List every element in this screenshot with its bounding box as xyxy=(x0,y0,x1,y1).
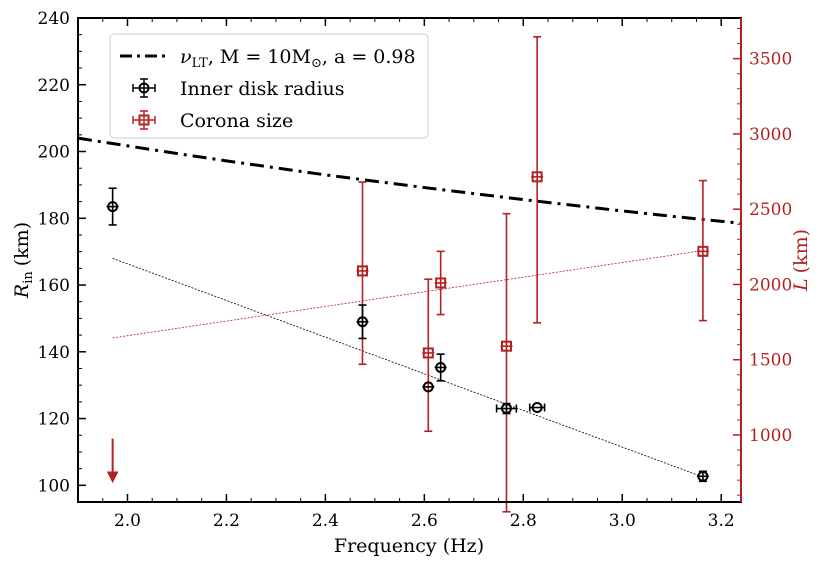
inner-disk-marker xyxy=(422,381,434,393)
left-tick-label: 180 xyxy=(38,209,70,229)
left-tick-label: 240 xyxy=(38,9,70,29)
inner-disk-marker xyxy=(435,361,447,373)
corona-marker xyxy=(435,277,447,289)
legend-square-swatch xyxy=(132,110,156,130)
inner-disk-fit-line xyxy=(112,257,704,478)
right-tick-label: 1500 xyxy=(749,351,792,371)
legend-label-nu-lt: νLT, M = 10M⊙, a = 0.98 xyxy=(180,46,416,71)
x-tick-label: 3.2 xyxy=(708,511,735,531)
right-axis-title-main: L xyxy=(790,278,812,292)
legend-circle-swatch xyxy=(132,78,156,98)
nu-lt-curve xyxy=(77,136,742,225)
x-tick-label: 2.0 xyxy=(114,511,141,531)
right-tick-label: 3500 xyxy=(749,50,792,70)
inner-disk-marker xyxy=(531,402,543,414)
left-axis-title: Rin (km) xyxy=(11,222,36,299)
corona-fit-line xyxy=(112,250,703,339)
legend-label-inner-disk: Inner disk radius xyxy=(180,78,345,100)
left-tick-label: 100 xyxy=(38,476,70,496)
left-tick-label: 200 xyxy=(38,143,70,163)
legend-label-corona: Corona size xyxy=(180,110,293,132)
corona-marker xyxy=(356,265,368,277)
legend-box xyxy=(109,33,429,139)
x-tick-label: 3.0 xyxy=(609,511,636,531)
right-tick-label: 3000 xyxy=(749,125,792,145)
left-tick-label: 120 xyxy=(38,410,70,430)
x-tick-label: 2.6 xyxy=(411,511,438,531)
corona-marker xyxy=(500,340,512,352)
corona-marker xyxy=(422,347,434,359)
left-tick-label: 160 xyxy=(38,276,70,296)
left-tick-label: 220 xyxy=(38,76,70,96)
series-layer xyxy=(77,36,742,513)
inner-disk-marker xyxy=(356,316,368,328)
x-tick-label: 2.8 xyxy=(510,511,537,531)
legend: νLT, M = 10M⊙, a = 0.98 Inner disk radiu… xyxy=(109,33,429,139)
x-axis-title: Frequency (Hz) xyxy=(334,535,484,557)
corona-marker xyxy=(531,171,543,183)
left-tick-label: 140 xyxy=(38,343,70,363)
left-axis-title-unit: (km) xyxy=(11,222,33,266)
left-axis-title-sub: in xyxy=(21,271,36,284)
right-axis-title: L (km) xyxy=(790,229,812,292)
x-tick-label: 2.2 xyxy=(213,511,240,531)
inner-disk-marker xyxy=(107,201,119,213)
inner-disk-marker xyxy=(697,470,709,482)
ticks-layer: 2.0 2.2 2.4 2.6 2.8 3.0 3.2 100 120 140 160 180 200 2… xyxy=(38,9,793,531)
inner-disk-marker xyxy=(500,403,512,415)
x-tick-label: 2.4 xyxy=(312,511,339,531)
upper-limit-arrow-head xyxy=(106,471,119,484)
corona-marker xyxy=(697,245,709,257)
left-axis-title-main: R xyxy=(11,284,33,299)
right-axis-title-unit: (km) xyxy=(790,229,812,273)
right-tick-label: 2500 xyxy=(749,200,792,220)
right-tick-label: 2000 xyxy=(749,275,792,295)
right-tick-label: 1000 xyxy=(749,426,792,446)
